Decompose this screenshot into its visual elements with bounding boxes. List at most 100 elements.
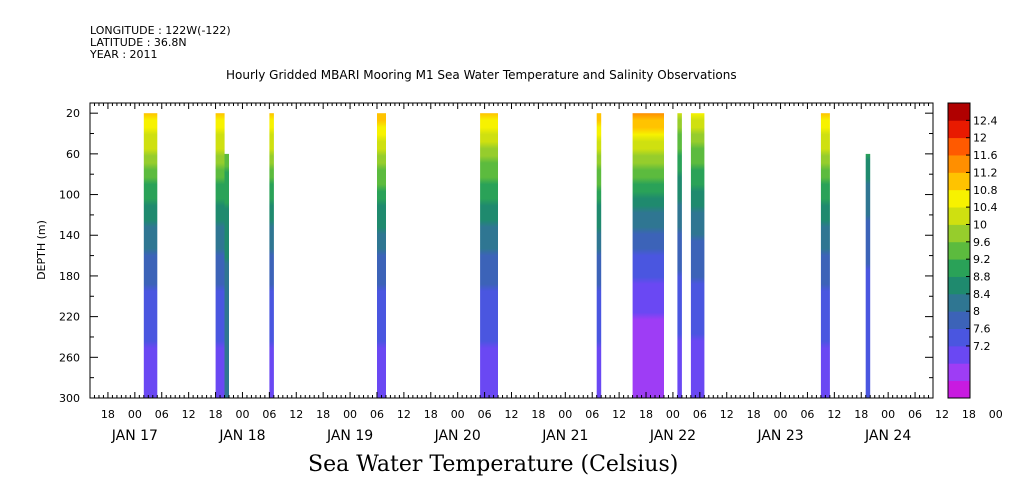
- x-day-label: JAN 24: [864, 428, 911, 444]
- variable-label: Sea Water Temperature (Celsius): [308, 452, 679, 477]
- x-tick-label: 18: [101, 408, 115, 421]
- x-tick-label: 00: [128, 408, 142, 421]
- y-tick-label: 60: [66, 148, 80, 161]
- x-day-label: JAN 19: [326, 428, 373, 444]
- x-tick-label: 00: [774, 408, 788, 421]
- colorbar-swatch: [948, 328, 970, 347]
- colorbar-label: 8: [973, 305, 980, 318]
- x-tick-label: 00: [558, 408, 572, 421]
- x-day-label: JAN 22: [649, 428, 696, 444]
- x-tick-label: 06: [800, 408, 814, 421]
- colorbar-label: 11.2: [973, 166, 998, 179]
- colorbar-swatch: [948, 103, 970, 121]
- y-tick-label: 140: [59, 229, 80, 242]
- colorbar-swatch: [948, 241, 970, 260]
- x-day-label: JAN 21: [541, 428, 588, 444]
- x-tick-label: 18: [209, 408, 223, 421]
- colorbar-label: 9.6: [973, 236, 991, 249]
- x-tick-label: 12: [397, 408, 411, 421]
- x-tick-label: 12: [612, 408, 626, 421]
- x-tick-label: 06: [585, 408, 599, 421]
- x-tick-label: 18: [639, 408, 653, 421]
- observation-window: [820, 113, 830, 398]
- y-tick-label: 180: [59, 270, 80, 283]
- colorbar-label: 12: [973, 132, 987, 145]
- colorbar-label: 7.6: [973, 323, 991, 336]
- x-tick-label: 12: [289, 408, 303, 421]
- colorbar-label: 8.4: [973, 288, 991, 301]
- colorbar-swatch: [948, 380, 970, 399]
- x-tick-label: 12: [505, 408, 519, 421]
- colorbar-swatch: [948, 345, 970, 364]
- x-tick-label: 12: [827, 408, 841, 421]
- y-axis-label: DEPTH (m): [35, 220, 48, 280]
- x-day-label: JAN 20: [434, 428, 481, 444]
- year-label: YEAR : 2011: [90, 48, 158, 61]
- x-tick-label: 18: [854, 408, 868, 421]
- colorbar-label: 11.6: [973, 149, 998, 162]
- x-tick-label: 00: [989, 408, 1003, 421]
- y-tick-label: 100: [59, 189, 80, 202]
- observation-window: [224, 153, 229, 398]
- x-tick-label: 06: [478, 408, 492, 421]
- colorbar-swatch: [948, 207, 970, 225]
- colorbar-swatch: [948, 259, 970, 277]
- x-tick-label: 18: [747, 408, 761, 421]
- observation-window: [865, 153, 871, 398]
- x-tick-label: 00: [451, 408, 465, 421]
- axes-layer: 18 00 06 12 18 00 06 12 18 00 06 12 18 00 06 12 18 00 06 12…: [59, 103, 1003, 444]
- observation-window: [677, 113, 682, 398]
- x-day-label: JAN 18: [218, 428, 265, 444]
- data-layer: [143, 113, 871, 398]
- colorbar-swatch: [948, 189, 970, 208]
- observation-window: [480, 113, 498, 398]
- x-tick-label: 12: [935, 408, 949, 421]
- colorbar: 12.4 12 11.6 11.2 10.8 10.4 10 9.6 9.2 8.8 8.4 8 7.6…: [947, 102, 998, 399]
- colorbar-label: 12.4: [973, 114, 998, 127]
- longitude-label: LONGITUDE : 122W(-122): [90, 24, 231, 37]
- x-tick-label: 00: [666, 408, 680, 421]
- observation-window: [596, 113, 602, 398]
- x-day-label: JAN 17: [111, 428, 158, 444]
- x-tick-label: 06: [693, 408, 707, 421]
- x-tick-label: 18: [424, 408, 438, 421]
- observation-window: [269, 113, 274, 398]
- y-tick-label: 220: [59, 311, 80, 324]
- colorbar-swatch: [948, 172, 970, 191]
- x-tick-label: 06: [262, 408, 276, 421]
- x-tick-label: 18: [531, 408, 545, 421]
- colorbar-label: 10.4: [973, 201, 998, 214]
- colorbar-label: 10.8: [973, 184, 998, 197]
- colorbar-swatch: [948, 224, 970, 243]
- x-tick-label: 00: [343, 408, 357, 421]
- y-tick-label: 20: [66, 107, 80, 120]
- x-tick-label: 12: [182, 408, 196, 421]
- observation-window: [215, 113, 225, 398]
- observation-window: [690, 113, 705, 398]
- x-tick-label: 06: [155, 408, 169, 421]
- colorbar-label: 10: [973, 218, 987, 231]
- colorbar-swatch: [948, 276, 970, 295]
- x-tick-label: 12: [720, 408, 734, 421]
- y-tick-label: 300: [59, 392, 80, 405]
- observation-window: [377, 113, 386, 398]
- colorbar-label: 8.8: [973, 271, 991, 284]
- x-tick-label: 18: [962, 408, 976, 421]
- y-tick-label: 260: [59, 351, 80, 364]
- colorbar-swatch: [948, 293, 970, 312]
- latitude-label: LATITUDE : 36.8N: [90, 36, 187, 49]
- colorbar-label: 9.2: [973, 253, 991, 266]
- colorbar-swatch: [948, 311, 970, 329]
- x-tick-label: 06: [908, 408, 922, 421]
- colorbar-swatch: [948, 155, 970, 173]
- colorbar-swatch: [948, 137, 970, 156]
- x-tick-label: 00: [881, 408, 895, 421]
- colorbar-frame: [947, 102, 971, 399]
- observation-window: [632, 113, 664, 398]
- colorbar-swatch: [948, 363, 970, 382]
- colorbar-label: 7.2: [973, 340, 991, 353]
- chart-title: Hourly Gridded MBARI Mooring M1 Sea Wate…: [226, 68, 737, 82]
- x-tick-label: 18: [316, 408, 330, 421]
- x-tick-label: 06: [370, 408, 384, 421]
